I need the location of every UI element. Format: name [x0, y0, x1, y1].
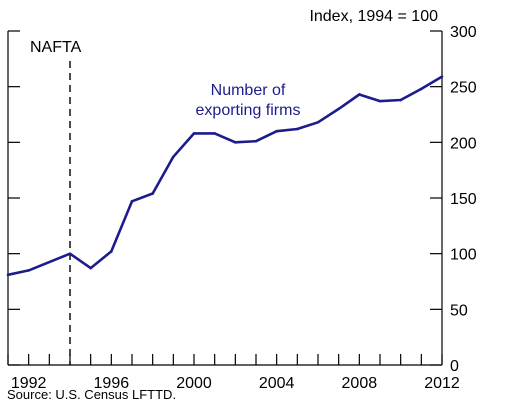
- x-tick-label: 2000: [176, 375, 212, 392]
- series-label-line: exporting firms: [196, 102, 301, 119]
- y-tick-label: 300: [450, 24, 477, 41]
- y-tick-label: 200: [450, 135, 477, 152]
- y-tick-label: 100: [450, 247, 477, 264]
- y-tick-label: 250: [450, 80, 477, 97]
- exporting-firms-point: [6, 273, 10, 277]
- exporting-firms-point: [151, 192, 154, 195]
- exporting-firms-point: [172, 155, 175, 159]
- series-label-line: Number of: [211, 82, 286, 99]
- y-axis-unit-label: Index, 1994 = 100: [309, 8, 438, 25]
- exporting-firms-point: [213, 132, 216, 135]
- exporting-firms-point: [68, 252, 72, 255]
- exporting-firms-point: [27, 269, 30, 272]
- y-tick-label: 150: [450, 191, 477, 208]
- exporting-firms-point: [296, 127, 299, 131]
- chart-series: Number of exporting firms: [6, 75, 444, 277]
- exporting-firms-point: [234, 141, 237, 144]
- exporting-firms-point: [110, 250, 113, 253]
- exporting-firms-point: [420, 87, 423, 91]
- x-tick-label: 2004: [259, 375, 295, 392]
- exporting-firms-point: [316, 120, 320, 124]
- exporting-firms-point: [358, 93, 361, 96]
- exporting-firms-point: [399, 98, 402, 102]
- x-tick-label: 1996: [94, 375, 130, 392]
- y-tick-label: 50: [450, 302, 468, 319]
- x-tick-label: 2012: [424, 375, 460, 392]
- chart-annotations: NAFTA: [30, 39, 82, 365]
- x-tick-label: 2008: [342, 375, 378, 392]
- exporting-firms-point: [192, 132, 196, 135]
- y-tick-label: 0: [450, 358, 459, 375]
- series-label-exporting-firms: Number of exporting firms: [196, 82, 301, 119]
- exporting-firms-point: [275, 129, 278, 133]
- x-tick-label: 1992: [11, 375, 47, 392]
- exporting-firms-point: [130, 200, 134, 203]
- exporting-firms-point: [254, 139, 258, 143]
- exporting-firms-point: [89, 266, 92, 270]
- exporting-firms-point: [337, 107, 340, 111]
- nafta-label: NAFTA: [30, 39, 82, 56]
- exporting-firms-point: [378, 99, 382, 103]
- exporting-firms-point: [440, 75, 444, 78]
- source-note: Source: U.S. Census LFTTD.: [7, 387, 176, 401]
